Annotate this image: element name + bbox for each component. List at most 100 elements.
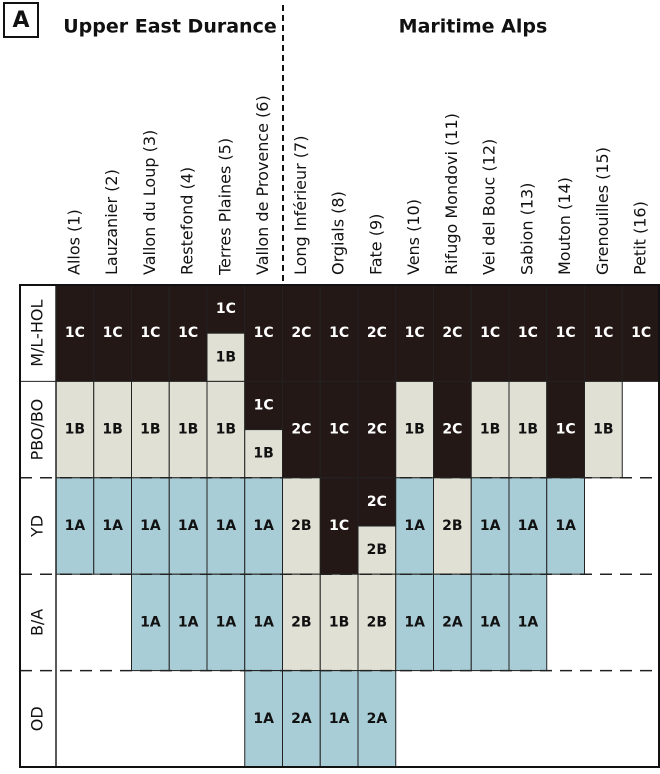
cell-code: 1A (518, 518, 539, 534)
cell-code: 2B (291, 518, 311, 534)
row-label: YD (28, 515, 47, 538)
cell-code: 1B (329, 614, 349, 630)
cell-code: 1C (254, 398, 274, 414)
cell (621, 284, 660, 382)
cell (470, 284, 510, 382)
cell-code: 1A (555, 518, 576, 534)
cell-code: 2C (367, 494, 387, 510)
cell (357, 670, 397, 768)
site-label: Vei del Bouc (12) (480, 139, 499, 275)
cell-code: 1C (480, 325, 500, 341)
cell-code: 1B (216, 349, 236, 365)
cell-code: 2B (291, 614, 311, 630)
site-label: Fate (9) (366, 214, 385, 275)
cell-code: 2C (442, 325, 462, 341)
cell (357, 525, 397, 575)
cell (433, 380, 472, 479)
cell-code: 1C (518, 325, 538, 341)
cell-code: 1A (216, 614, 237, 630)
cell-code: 1C (593, 325, 613, 341)
site-label: Long Inférieur (7) (291, 136, 310, 275)
cell-code: 2C (291, 422, 311, 438)
cell (357, 477, 397, 527)
cell (131, 477, 170, 575)
cell-code: 2C (367, 422, 387, 438)
cell (319, 670, 359, 768)
site-label: Rifugo Mondovi (11) (442, 113, 461, 275)
site-label: Orgials (8) (329, 191, 348, 275)
row-label: B/A (28, 609, 47, 636)
panel-label: A (12, 8, 29, 33)
cell (131, 284, 170, 382)
cell (206, 477, 246, 575)
cell-code: 2A (291, 711, 312, 727)
cell-code: 1B (178, 422, 198, 438)
cell (508, 573, 548, 672)
cell-code: 1C (329, 325, 349, 341)
cell-code: 1A (253, 614, 274, 630)
cell-code: 1C (631, 325, 651, 341)
cell-code: 1A (253, 518, 274, 534)
cell (282, 284, 321, 382)
cell (319, 573, 359, 672)
cell-code: 1C (329, 518, 349, 534)
cell (282, 477, 321, 575)
cell-code: 2C (367, 325, 387, 341)
cell (55, 284, 95, 382)
cell (206, 332, 246, 382)
cell (244, 429, 283, 479)
cell-code: 1A (216, 518, 237, 534)
cell-code: 1C (103, 325, 123, 341)
cell (508, 380, 548, 479)
cell-code: 2A (367, 711, 388, 727)
cell-code: 1A (140, 518, 161, 534)
cell-code: 1A (178, 614, 199, 630)
site-label: Allos (1) (64, 209, 83, 275)
region-label: Upper East Durance (63, 16, 276, 38)
site-label: Vens (10) (404, 199, 423, 275)
cell-code: 1B (140, 422, 160, 438)
cell (93, 380, 132, 479)
cell-code: 1A (518, 614, 539, 630)
row-label: PBO/BO (28, 399, 47, 461)
cell-code: 1B (518, 422, 538, 438)
cell (395, 573, 434, 672)
site-label: Grenouilles (15) (593, 147, 612, 275)
site-label: Lauzanier (2) (102, 169, 121, 275)
cell (433, 477, 472, 575)
frame (19, 284, 660, 768)
row-label: M/L-HOL (28, 300, 47, 367)
cell-code: 1C (178, 325, 198, 341)
cell-code: 1C (556, 325, 576, 341)
site-label: Terres Plaines (5) (215, 138, 234, 276)
cell-code: 1A (253, 711, 274, 727)
cell (433, 573, 472, 672)
cell-code: 1A (178, 518, 199, 534)
cell-code: 1B (65, 422, 85, 438)
cell (206, 380, 246, 479)
cell-code: 2A (442, 614, 463, 630)
cell (470, 477, 510, 575)
cell-code: 1A (102, 518, 123, 534)
cell-code: 1C (556, 422, 576, 438)
cell-code: 1A (480, 614, 501, 630)
site-label: Sabion (13) (517, 183, 536, 275)
cell-code: 1B (216, 422, 236, 438)
cell (282, 380, 321, 479)
cell-code: 1A (404, 614, 425, 630)
cell-code: 1B (480, 422, 500, 438)
cell-code: 1B (593, 422, 613, 438)
region-label: Maritime Alps (399, 16, 548, 38)
cell-code: 1A (65, 518, 86, 534)
site-label: Vallon de Provence (6) (253, 95, 272, 275)
cell (93, 477, 132, 575)
site-label: Petit (16) (631, 201, 650, 275)
cell (508, 284, 548, 382)
cell-code: 1B (253, 446, 273, 462)
cell-code: 1C (254, 325, 274, 341)
cell (244, 284, 283, 382)
cell-code: 1C (405, 325, 425, 341)
panel-box (3, 2, 39, 38)
cell-code: 1C (140, 325, 160, 341)
cell-code: 2B (367, 542, 387, 558)
